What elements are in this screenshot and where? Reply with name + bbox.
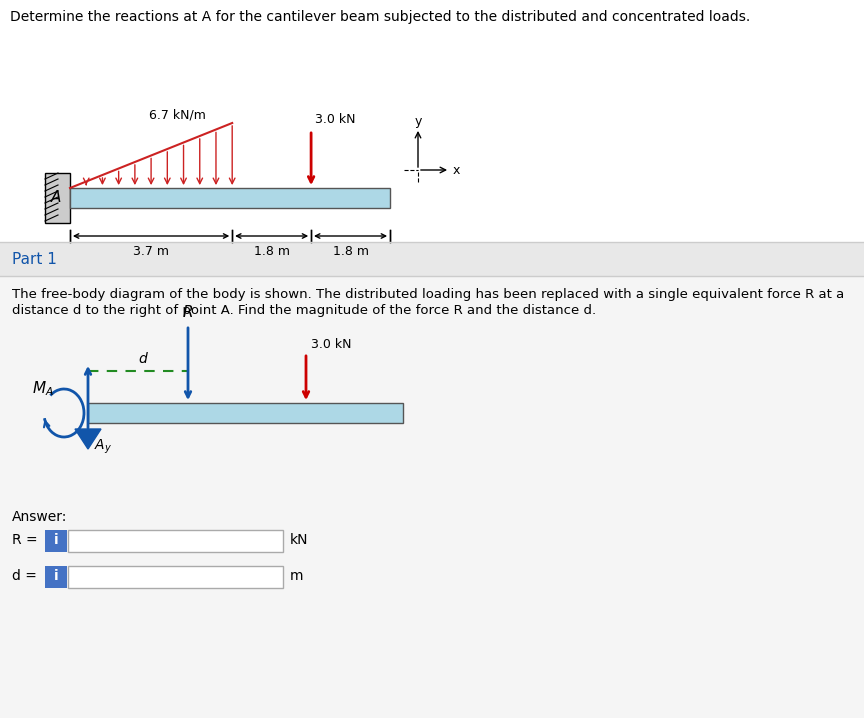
Bar bbox=[0, 242, 864, 718]
Text: d =: d = bbox=[12, 569, 37, 583]
Text: d: d bbox=[138, 352, 148, 366]
Bar bbox=[70, 188, 390, 208]
Text: $A_y$: $A_y$ bbox=[94, 438, 112, 457]
Text: R =: R = bbox=[12, 533, 38, 547]
Bar bbox=[45, 530, 67, 552]
Polygon shape bbox=[75, 429, 101, 449]
Bar bbox=[68, 566, 283, 588]
Text: $M_A$: $M_A$ bbox=[32, 380, 54, 398]
Text: Part 1: Part 1 bbox=[12, 251, 57, 266]
Text: i: i bbox=[54, 569, 58, 583]
Bar bbox=[68, 530, 283, 552]
Text: Determine the reactions at A for the cantilever beam subjected to the distribute: Determine the reactions at A for the can… bbox=[10, 10, 750, 24]
Text: x: x bbox=[453, 164, 461, 177]
Bar bbox=[88, 403, 403, 423]
Text: 3.7 m: 3.7 m bbox=[133, 245, 169, 258]
Text: The free-body diagram of the body is shown. The distributed loading has been rep: The free-body diagram of the body is sho… bbox=[12, 288, 844, 301]
Text: i: i bbox=[54, 533, 58, 547]
Text: 1.8 m: 1.8 m bbox=[254, 245, 289, 258]
Bar bbox=[45, 173, 70, 223]
Text: 3.0 kN: 3.0 kN bbox=[311, 338, 352, 351]
Text: kN: kN bbox=[290, 533, 308, 547]
Text: 6.7 kN/m: 6.7 kN/m bbox=[149, 108, 206, 121]
Text: y: y bbox=[415, 115, 422, 128]
Text: 1.8 m: 1.8 m bbox=[333, 245, 369, 258]
Text: 3.0 kN: 3.0 kN bbox=[315, 113, 356, 126]
Bar bbox=[0, 242, 864, 276]
Text: A: A bbox=[51, 190, 61, 205]
Bar bbox=[45, 566, 67, 588]
Text: distance d to the right of point A. Find the magnitude of the force R and the di: distance d to the right of point A. Find… bbox=[12, 304, 596, 317]
Text: R: R bbox=[182, 305, 194, 320]
Text: m: m bbox=[290, 569, 303, 583]
Text: Answer:: Answer: bbox=[12, 510, 67, 524]
